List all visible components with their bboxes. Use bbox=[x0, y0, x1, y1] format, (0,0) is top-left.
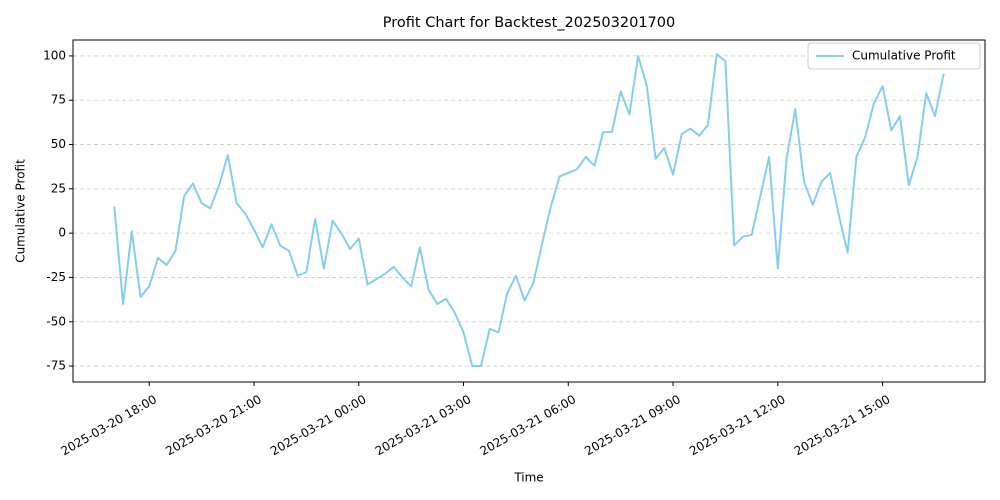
y-axis-label: Cumulative Profit bbox=[14, 159, 28, 263]
y-tick-label: -50 bbox=[46, 314, 66, 328]
y-tick-label: 50 bbox=[51, 137, 66, 151]
y-tick-label: -25 bbox=[46, 270, 66, 284]
plot-frame bbox=[72, 39, 986, 383]
y-tick-label: 25 bbox=[51, 181, 66, 195]
legend-label: Cumulative Profit bbox=[852, 49, 956, 63]
x-axis-label: Time bbox=[513, 471, 543, 485]
data-line bbox=[113, 53, 945, 368]
chart-title: Profit Chart for Backtest_202503201700 bbox=[383, 15, 675, 31]
y-tick-label: -75 bbox=[46, 359, 66, 373]
y-tick-label: 100 bbox=[43, 48, 66, 62]
y-tick-label: 75 bbox=[51, 93, 66, 107]
y-tick-label: 0 bbox=[58, 226, 66, 240]
legend-box bbox=[807, 42, 981, 70]
